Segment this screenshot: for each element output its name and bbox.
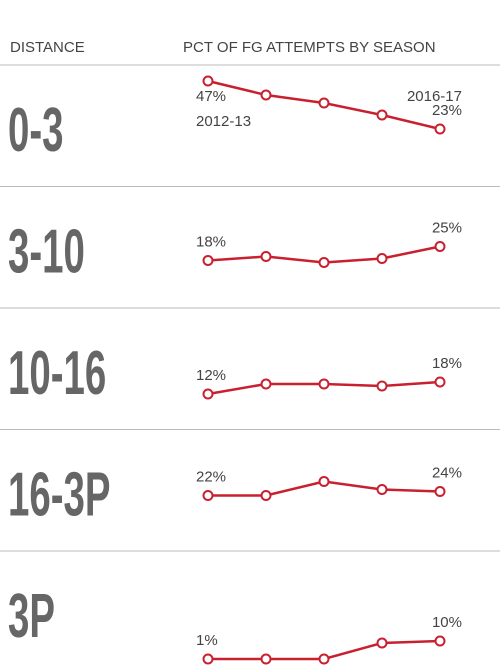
data-point [260, 251, 272, 262]
data-point [376, 253, 388, 264]
value-label: 10% [432, 614, 462, 631]
row-header: DISTANCE [10, 39, 85, 56]
value-label: 24% [432, 465, 462, 482]
distance-label: 3-10 [8, 216, 85, 286]
data-point [376, 380, 388, 392]
data-point [202, 75, 214, 87]
data-point [376, 637, 388, 649]
data-point [318, 378, 330, 390]
data-point [434, 376, 446, 388]
data-point [260, 653, 272, 665]
data-point [376, 109, 388, 121]
data-point [202, 653, 214, 665]
distance-label: 0-3 [8, 95, 64, 165]
data-point [434, 635, 446, 647]
data-point [202, 388, 214, 400]
data-point [434, 123, 446, 135]
value-label: 1% [196, 632, 218, 649]
data-point [260, 89, 272, 101]
value-label: 25% [432, 220, 462, 237]
data-point [260, 378, 272, 390]
data-point [376, 484, 388, 495]
value-label: 18% [432, 355, 462, 372]
distance-label: 10-16 [8, 338, 106, 408]
chart-title: PCT OF FG ATTEMPTS BY SEASON [183, 39, 436, 56]
data-point [202, 255, 214, 266]
annotation: 2012-13 [196, 113, 251, 130]
data-point [434, 241, 446, 252]
data-point [318, 97, 330, 109]
value-label: 23% [432, 102, 462, 119]
value-label: 47% [196, 88, 226, 105]
value-label: 22% [196, 469, 226, 486]
distance-label: 16-3P [8, 459, 111, 529]
data-point [202, 490, 214, 501]
distance-label: 3P [8, 581, 55, 651]
annotation: 2016-17 [407, 88, 462, 105]
data-point [318, 653, 330, 665]
value-label: 12% [196, 367, 226, 384]
data-point [434, 486, 446, 497]
data-point [318, 476, 330, 487]
data-point [260, 490, 272, 501]
data-point [318, 257, 330, 268]
value-label: 18% [196, 234, 226, 251]
